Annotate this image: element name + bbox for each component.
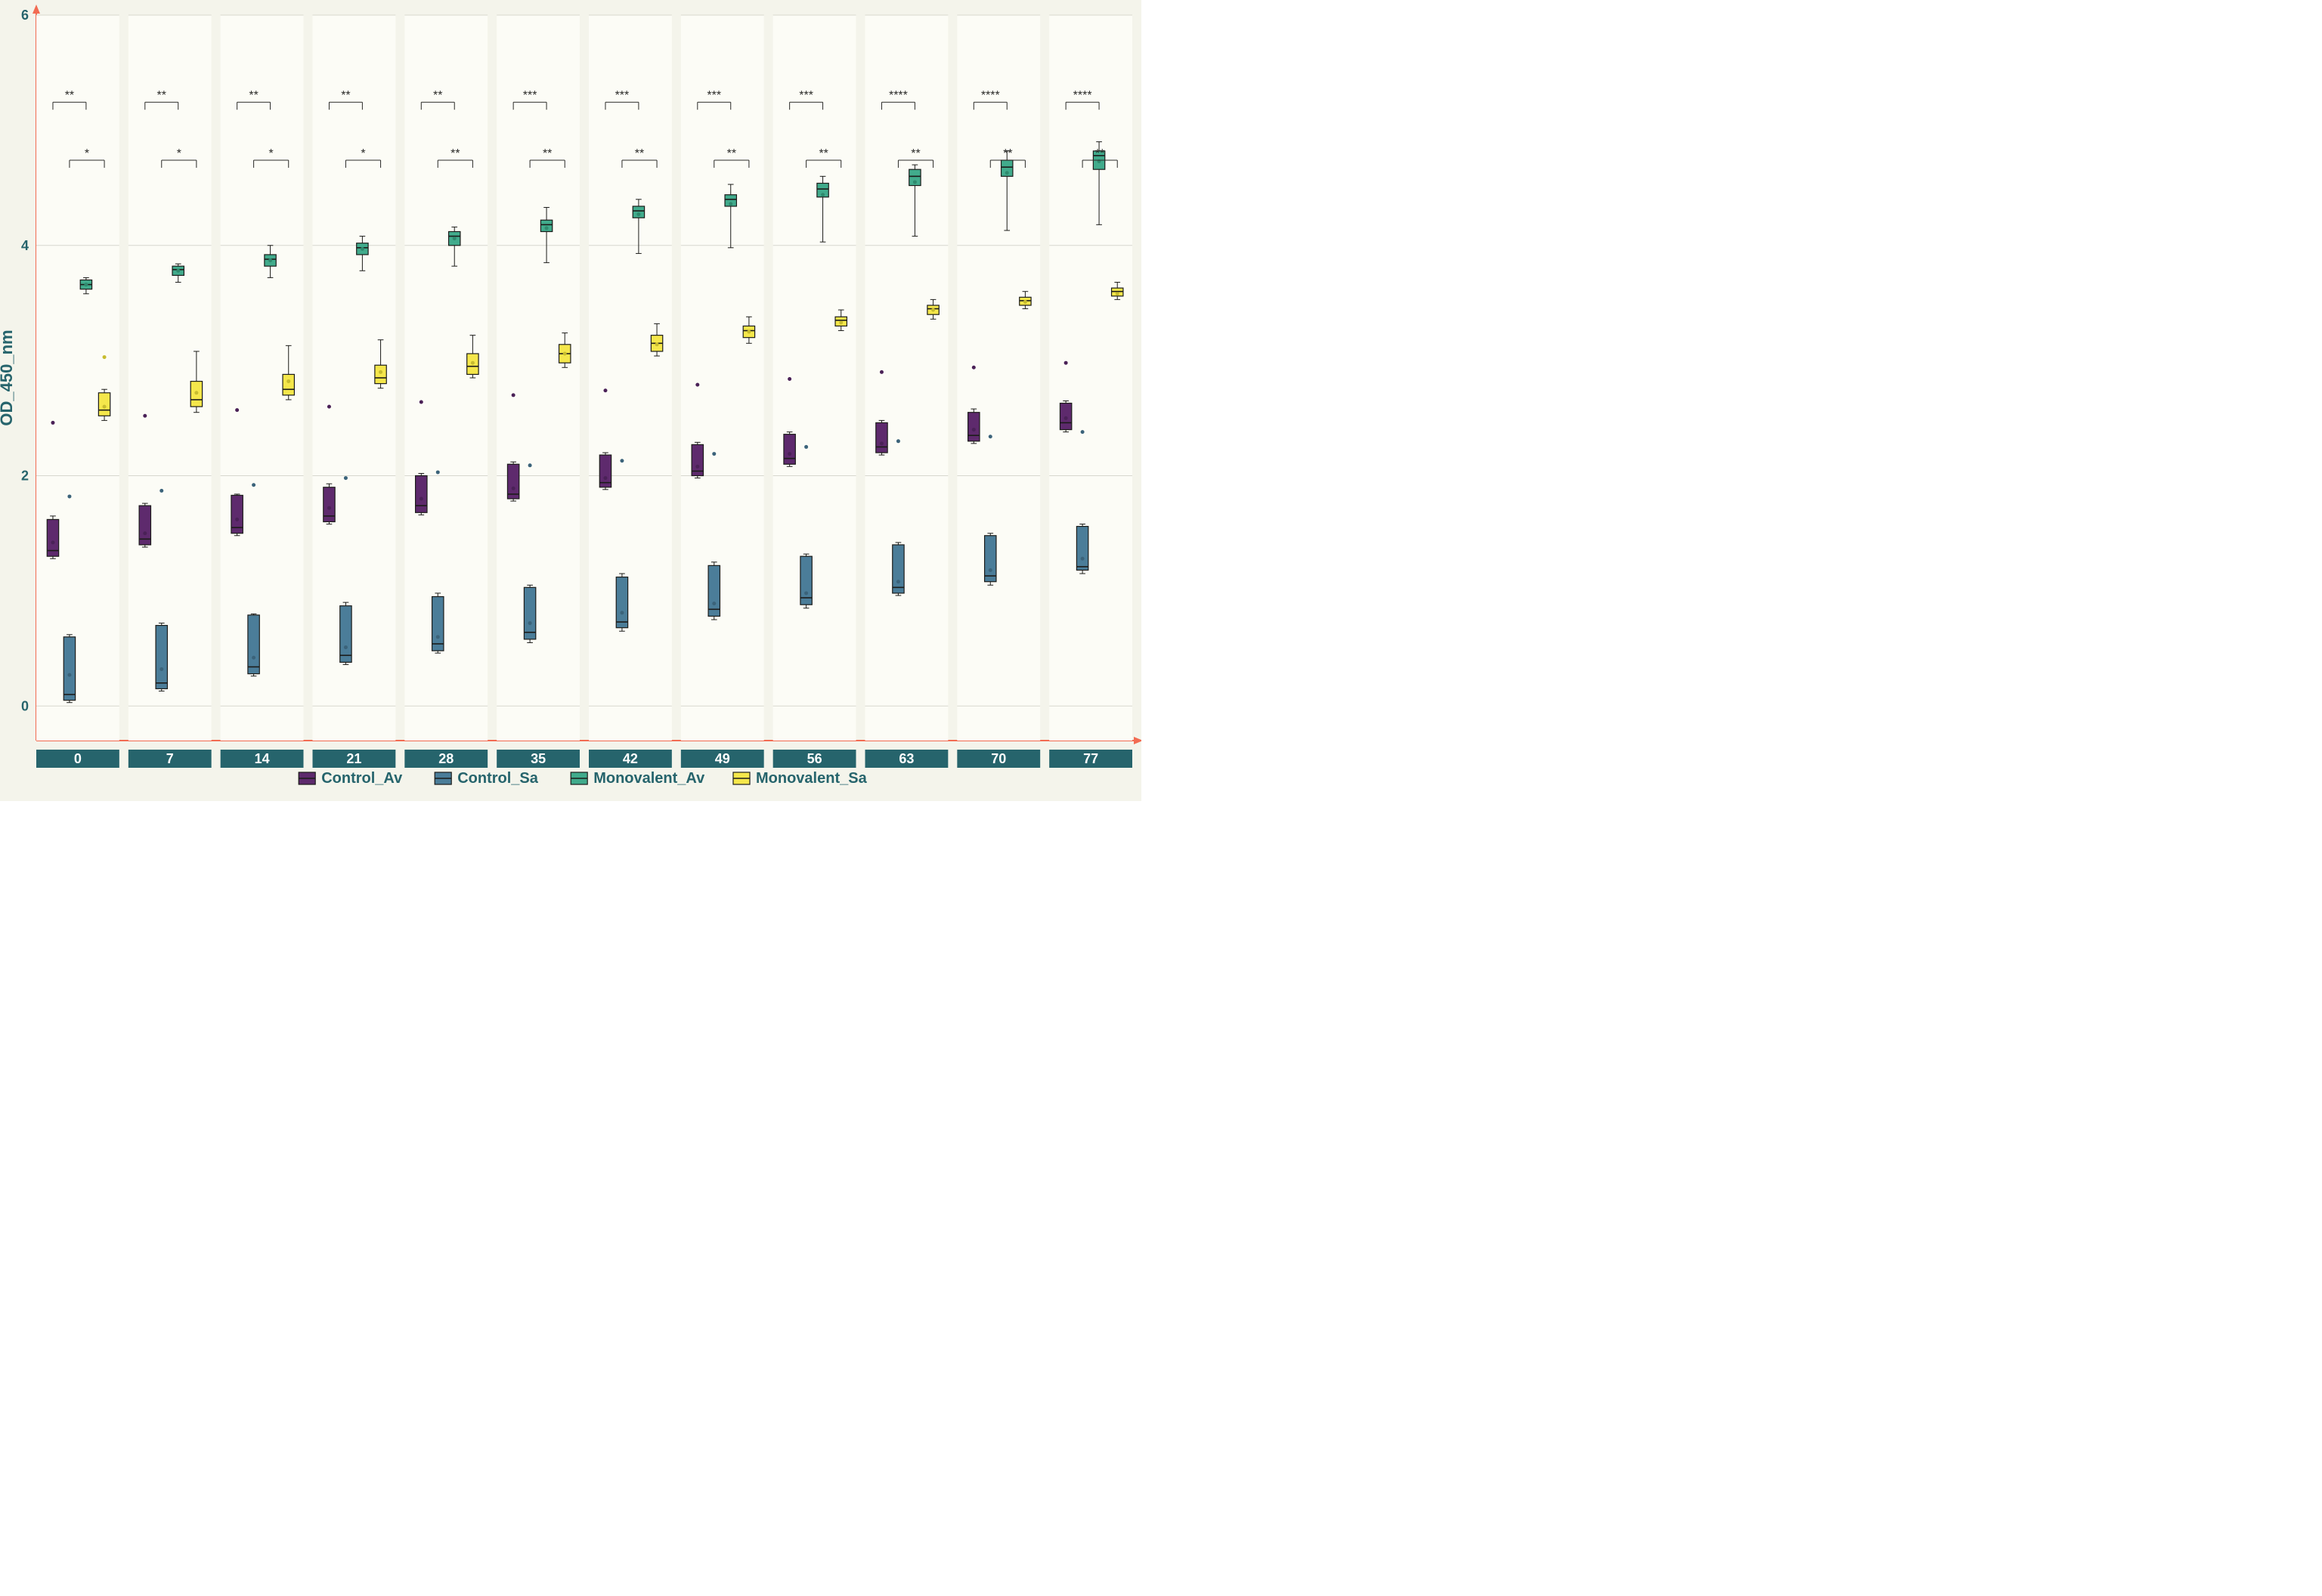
- svg-text:77: 77: [1083, 751, 1098, 766]
- boxplot-svg: 0246OD_450_nm***0***7***14***21****28***…: [0, 0, 1141, 801]
- svg-text:49: 49: [715, 751, 730, 766]
- svg-text:*: *: [361, 147, 365, 160]
- svg-text:***: ***: [615, 89, 630, 102]
- svg-text:**: **: [433, 89, 442, 102]
- svg-text:****: ****: [1073, 89, 1092, 102]
- svg-text:Monovalent_Sa: Monovalent_Sa: [756, 770, 868, 787]
- svg-text:56: 56: [807, 751, 822, 766]
- svg-text:21: 21: [346, 751, 361, 766]
- svg-text:OD_450_nm: OD_450_nm: [0, 329, 16, 425]
- svg-text:0: 0: [21, 698, 29, 713]
- svg-text:6: 6: [21, 8, 29, 23]
- svg-text:63: 63: [899, 751, 914, 766]
- svg-text:*: *: [269, 147, 274, 160]
- svg-text:**: **: [1095, 147, 1104, 160]
- svg-text:***: ***: [523, 89, 537, 102]
- svg-text:***: ***: [799, 89, 813, 102]
- svg-text:**: **: [543, 147, 552, 160]
- svg-text:35: 35: [531, 751, 546, 766]
- boxplot-chart: 0246OD_450_nm***0***7***14***21****28***…: [0, 0, 2322, 805]
- svg-text:7: 7: [166, 751, 174, 766]
- svg-text:**: **: [1003, 147, 1012, 160]
- svg-text:***: ***: [707, 89, 721, 102]
- svg-text:Control_Av: Control_Av: [321, 770, 403, 787]
- svg-text:2: 2: [21, 469, 29, 484]
- svg-text:*: *: [177, 147, 181, 160]
- svg-text:4: 4: [21, 238, 29, 253]
- svg-text:**: **: [635, 147, 644, 160]
- svg-text:42: 42: [623, 751, 638, 766]
- svg-text:70: 70: [991, 751, 1006, 766]
- svg-text:**: **: [450, 147, 460, 160]
- svg-text:**: **: [157, 89, 166, 102]
- svg-text:**: **: [249, 89, 258, 102]
- svg-text:****: ****: [889, 89, 908, 102]
- svg-text:*: *: [85, 147, 89, 160]
- svg-text:**: **: [911, 147, 920, 160]
- svg-text:****: ****: [981, 89, 1000, 102]
- svg-text:**: **: [341, 89, 350, 102]
- svg-text:0: 0: [74, 751, 82, 766]
- svg-text:Monovalent_Av: Monovalent_Av: [593, 770, 705, 787]
- svg-text:28: 28: [438, 751, 454, 766]
- svg-text:Control_Sa: Control_Sa: [457, 770, 539, 787]
- svg-text:**: **: [727, 147, 736, 160]
- svg-text:**: **: [65, 89, 74, 102]
- svg-text:**: **: [819, 147, 828, 160]
- svg-text:14: 14: [255, 751, 270, 766]
